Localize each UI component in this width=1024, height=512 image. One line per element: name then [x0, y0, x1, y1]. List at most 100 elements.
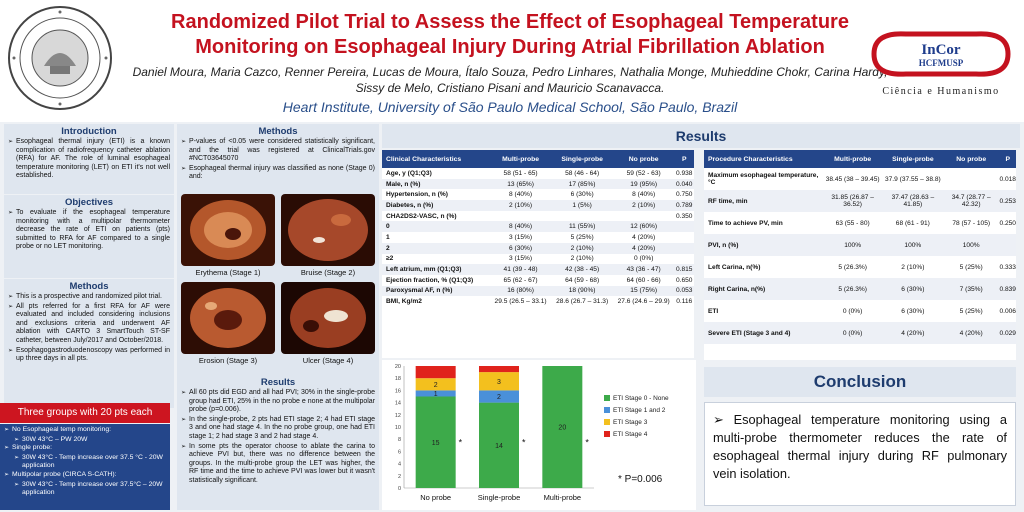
chart-bar-segment: [479, 390, 519, 403]
group-label: No Esophageal temp monitoring:: [4, 426, 166, 435]
table-cell: 3 (15%): [509, 255, 533, 263]
left-column: Introduction Esophageal thermal injury (…: [4, 124, 174, 508]
y-tick-label: 8: [398, 437, 401, 443]
conclusion-box: ➢ Esophageal temperature monitoring usin…: [704, 402, 1016, 506]
table-row: Ejection fraction, % (Q1;Q3) 65 (62 - 67)…: [382, 275, 694, 286]
table-row: Hypertension, n (%) 8 (40%) 6 (30%) 8 (40%)…: [382, 189, 694, 200]
table-cell: CHA2DS2-VASC, n (%): [386, 212, 457, 220]
table-cell: 0.253: [999, 190, 1016, 212]
table-cell: 0 (0%): [822, 322, 883, 344]
significance-asterisk: *: [585, 437, 589, 447]
incor-logo: InCor HCFMUSP Ciência e Humanismo: [866, 28, 1016, 108]
chart-bar-segment: [415, 366, 456, 379]
table-cell: ETI: [708, 307, 719, 315]
y-tick-label: 14: [395, 401, 401, 407]
photo-caption: Ulcer (Stage 4): [302, 356, 354, 365]
table-cell: 0.750: [675, 191, 693, 199]
legend-swatch: [604, 419, 610, 425]
y-tick-label: 4: [398, 462, 401, 468]
table-cell: 5 (25%): [570, 233, 594, 241]
table-cell: 8 (40%): [489, 221, 552, 233]
table-cell: 68 (61 - 91): [895, 219, 930, 227]
table-cell: 6 (30%): [570, 191, 594, 199]
table-cell: 6 (30%): [901, 307, 925, 315]
table-cell: 78 (57 - 105): [952, 219, 991, 227]
chart-bar-segment: [415, 390, 456, 397]
middle-column: Methods P-values of <0.05 were considere…: [177, 124, 379, 510]
groups-heading: Three groups with 20 pts each: [0, 403, 170, 423]
column-header: P: [999, 150, 1016, 168]
chart-bar-segment: [415, 378, 456, 391]
objectives-heading: Objectives: [64, 197, 114, 208]
results-heading: Results: [382, 124, 1020, 148]
table-cell: 2: [382, 242, 490, 254]
table-row: Maximum esophageal temperature, °C 38.45 …: [704, 168, 1016, 190]
chart-bar-segment: [479, 402, 519, 488]
conclusion-heading: Conclusion: [704, 367, 1016, 397]
table-cell: 100%: [882, 234, 943, 256]
table-cell: 0.650: [675, 276, 693, 284]
introduction-section: Introduction Esophageal thermal injury (…: [4, 124, 174, 194]
table-row: Male, n (%) 13 (65%) 17 (85%) 19 (95%) 0.040: [382, 178, 694, 190]
legend-entry: ETI Stage 0 - None: [613, 395, 669, 402]
table-cell: [999, 234, 1016, 256]
objectives-section: Objectives To evaluate if the esophageal…: [4, 195, 174, 278]
bar-data-label: 3: [497, 379, 501, 386]
table-row: ETI 0 (0%) 6 (30%) 5 (25%) 0.006: [704, 300, 1016, 322]
table-cell: Male, n (%): [382, 178, 490, 190]
table-cell: [674, 221, 694, 233]
x-category-label: No probe: [420, 493, 451, 502]
endoscopy-image: [181, 194, 275, 266]
methods-section: Methods This is a prospective and random…: [4, 279, 174, 408]
table-cell: 58 (51 - 65): [503, 169, 538, 177]
table-cell: BMI, Kg/m2: [386, 298, 422, 306]
table-cell: 8 (40%): [632, 191, 656, 199]
table-row: 1 3 (15%) 5 (25%) 4 (20%): [382, 232, 694, 243]
column-header: No probe: [942, 150, 1000, 168]
table-row: RF time, min 31.85 (26.87 – 36.52) 37.47 (…: [704, 190, 1016, 212]
table-cell: 5 (26.3%): [822, 278, 883, 300]
poster-title: Randomized Pilot Trial to Assess the Eff…: [171, 11, 849, 58]
bar-data-label: 14: [495, 443, 503, 450]
y-tick-label: 6: [398, 449, 401, 455]
methods-heading: Methods: [69, 281, 109, 292]
table-cell: [490, 211, 552, 222]
table-row: ≥2 3 (15%) 2 (10%) 0 (0%): [382, 254, 694, 265]
table-row: Diabetes, n (%) 2 (10%) 1 (5%) 2 (10%) 0.789: [382, 200, 694, 211]
bar-data-label: 2: [434, 382, 438, 389]
table-cell: 0.053: [674, 285, 694, 297]
chart-bar-segment: [479, 366, 519, 373]
introduction-text: Esophageal thermal injury (ETI) is a kno…: [8, 138, 170, 181]
significance-asterisk: *: [459, 437, 463, 447]
table-cell: Age, y (Q1;Q3): [386, 169, 432, 177]
group-detail: 30W 43°C - Temp increase over 37.5°C – 2…: [4, 481, 166, 498]
table-cell: 43 (36 - 47): [612, 264, 675, 275]
table-cell: 27.6 (24.6 – 29.9): [617, 298, 670, 306]
table-cell: 0 (0%): [842, 307, 863, 315]
table-cell: PVI, n (%): [704, 234, 823, 256]
table-cell: 37.9 (37.55 – 38.8): [884, 175, 941, 183]
table-cell: 0.839: [999, 278, 1016, 300]
table-cell: 34.7 (28.77 – 42.32): [942, 190, 1000, 212]
table-cell: Right Carina, n(%): [704, 278, 823, 300]
y-tick-label: 20: [395, 364, 401, 370]
table-cell: 7 (35%): [942, 278, 1000, 300]
table-row: Severe ETI (Stage 3 and 4) 0 (0%) 4 (20%) 4…: [704, 322, 1016, 344]
methods-item: Esophagogastroduodenoscopy was performed…: [8, 347, 170, 364]
legend-entry: ETI Stage 4: [613, 431, 648, 438]
table-cell: 37.47 (28.63 – 41.85): [882, 190, 943, 212]
table-cell: 100%: [822, 234, 883, 256]
table-row: PVI, n (%) 100% 100% 100%: [704, 234, 1016, 256]
table-cell: 2 (10%): [901, 263, 925, 271]
y-tick-label: 10: [395, 425, 401, 431]
conclusion-bullet-icon: ➢: [713, 412, 724, 427]
methods2-heading: Methods: [258, 126, 298, 137]
table-cell: 0.018: [999, 175, 1016, 183]
table-cell: 5 (26.3%): [838, 263, 867, 271]
table-row: Left Carina, n(%) 5 (26.3%) 2 (10%) 5 (25%)…: [704, 256, 1016, 278]
clinical-characteristics-table: Clinical Characteristics Multi-probe Sin…: [382, 150, 694, 358]
incor-subname: HCFMUSP: [918, 58, 964, 68]
table-row: Paroxysmal AF, n (%) 16 (80%) 18 (90%) 15 (…: [382, 285, 694, 297]
